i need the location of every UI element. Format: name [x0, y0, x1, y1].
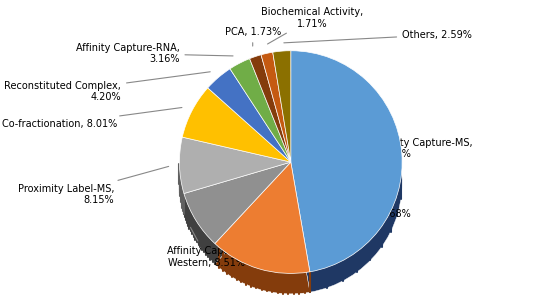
Wedge shape	[179, 137, 291, 194]
Text: Co-fractionation, 8.01%: Co-fractionation, 8.01%	[2, 108, 182, 129]
Text: PCA, 1.73%: PCA, 1.73%	[224, 27, 281, 46]
Text: Others, 2.59%: Others, 2.59%	[284, 30, 472, 43]
Wedge shape	[179, 157, 291, 214]
Wedge shape	[291, 71, 402, 292]
Wedge shape	[230, 79, 291, 182]
Text: Proximity Label-MS,
8.15%: Proximity Label-MS, 8.15%	[18, 166, 168, 205]
Wedge shape	[182, 108, 291, 182]
Wedge shape	[215, 162, 310, 273]
Wedge shape	[215, 182, 310, 294]
Wedge shape	[250, 55, 291, 162]
Text: Affinity Capture-MS,
47.26%: Affinity Capture-MS, 47.26%	[375, 138, 473, 159]
Wedge shape	[208, 89, 291, 182]
Wedge shape	[250, 75, 291, 182]
Text: Reconstituted Complex,
4.20%: Reconstituted Complex, 4.20%	[4, 72, 210, 102]
Text: Affinity Capture-RNA,
3.16%: Affinity Capture-RNA, 3.16%	[75, 43, 233, 64]
Wedge shape	[273, 51, 291, 162]
Wedge shape	[230, 59, 291, 162]
Text: Two-hybrid, 14.68%: Two-hybrid, 14.68%	[315, 209, 411, 219]
Wedge shape	[291, 51, 402, 272]
Wedge shape	[261, 52, 291, 162]
Wedge shape	[273, 71, 291, 182]
Wedge shape	[184, 182, 291, 264]
Wedge shape	[184, 162, 291, 243]
Wedge shape	[261, 72, 291, 182]
Text: Biochemical Activity,
1.71%: Biochemical Activity, 1.71%	[261, 8, 363, 44]
Text: Affinity Capture-
Western, 8.51%: Affinity Capture- Western, 8.51%	[167, 227, 247, 268]
Wedge shape	[182, 88, 291, 162]
Wedge shape	[208, 69, 291, 162]
